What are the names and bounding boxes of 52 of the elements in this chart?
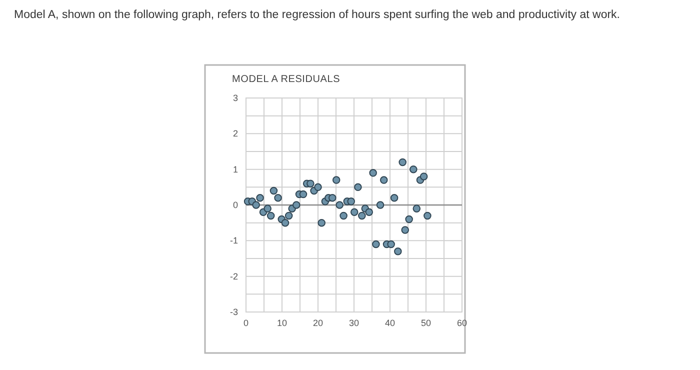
point [401, 226, 410, 234]
point [394, 247, 402, 256]
point [365, 208, 374, 216]
point [369, 169, 377, 177]
chart-title: MODEL A RESIDUALS [232, 74, 340, 85]
point [314, 183, 322, 192]
point [420, 172, 428, 180]
point [424, 212, 432, 220]
point [299, 190, 308, 198]
point [274, 194, 282, 202]
point [354, 183, 362, 192]
point [284, 212, 293, 220]
point [266, 212, 275, 220]
x-tick-label: 30 [348, 318, 360, 328]
point [281, 218, 290, 227]
point [332, 176, 340, 184]
y-tick-label: 0 [232, 200, 238, 210]
point [405, 215, 413, 224]
point [292, 201, 300, 209]
point [412, 204, 421, 212]
point [306, 180, 314, 188]
point [376, 201, 384, 209]
x-tick-label: 20 [312, 318, 324, 328]
y-tick-label: -3 [230, 307, 238, 317]
x-tick-label: 40 [384, 318, 396, 328]
y-tick-label: -2 [230, 271, 238, 282]
y-tick-label: 3 [232, 93, 238, 103]
point [270, 186, 278, 195]
x-tick-label: 50 [420, 318, 432, 328]
y-tick-label: 2 [232, 128, 238, 139]
point [410, 165, 418, 174]
y-tick-label: -1 [230, 236, 238, 246]
y-tick-label: 1 [232, 164, 238, 174]
x-tick-label: 10 [276, 318, 288, 328]
point [387, 240, 395, 248]
point [390, 194, 398, 202]
point [264, 204, 272, 212]
x-tick-label: 60 [456, 318, 468, 328]
point [256, 194, 264, 202]
point [347, 198, 356, 206]
point [252, 201, 260, 209]
text: Model A, shown on the following graph, refers to the regression of hours spent surfing the web and productivity at work. [14, 8, 622, 23]
point [358, 212, 366, 220]
point [340, 212, 348, 220]
point [398, 158, 406, 166]
point [372, 240, 380, 248]
point [336, 201, 344, 209]
point [380, 176, 388, 184]
point [328, 194, 336, 202]
point [318, 218, 326, 227]
point [350, 208, 358, 216]
x-tick-label: 0 [243, 318, 249, 328]
